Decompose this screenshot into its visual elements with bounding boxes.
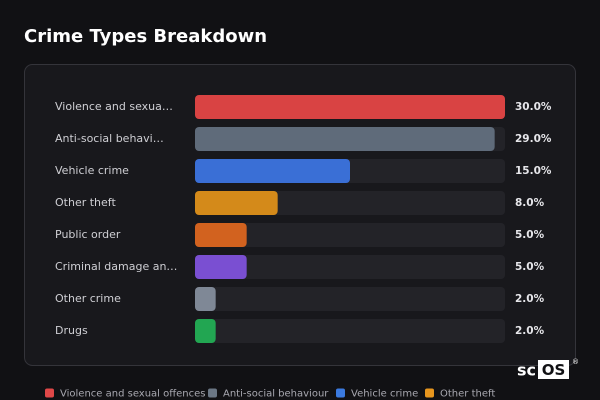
bar-track [195, 287, 505, 311]
value-label: 5.0% [515, 261, 545, 273]
legend-swatch [45, 388, 54, 398]
value-label: 2.0% [515, 325, 545, 337]
bar [195, 319, 216, 343]
logo-text: OS [542, 361, 566, 379]
bar [195, 95, 505, 119]
bar [195, 223, 247, 247]
bar-track [195, 255, 505, 279]
value-label: 30.0% [515, 101, 552, 113]
category-label: Anti-social behavi… [55, 132, 164, 145]
chart-title: Crime Types Breakdown [24, 26, 267, 47]
legend-swatch [208, 388, 217, 398]
logo-mark: ® [572, 358, 579, 366]
category-label: Vehicle crime [55, 164, 129, 177]
category-label: Other theft [55, 196, 116, 209]
logo-box [538, 360, 569, 379]
legend-label: Vehicle crime [351, 389, 418, 400]
value-label: 15.0% [515, 165, 552, 177]
category-label: Criminal damage an… [55, 260, 177, 273]
logo-text: sc [517, 361, 536, 380]
legend-swatch [425, 388, 434, 398]
legend-label: Anti-social behaviour [223, 389, 329, 400]
legend-label: Other theft [440, 389, 495, 400]
category-label: Violence and sexua… [55, 100, 173, 113]
value-label: 5.0% [515, 229, 545, 241]
logo: sc OS ® [517, 358, 579, 380]
category-label: Public order [55, 228, 121, 241]
bar [195, 127, 495, 151]
bar [195, 287, 216, 311]
bar-track [195, 319, 505, 343]
category-label: Other crime [55, 292, 121, 305]
bar [195, 191, 278, 215]
legend-label: Violence and sexual offences [60, 389, 206, 400]
value-label: 29.0% [515, 133, 552, 145]
value-label: 8.0% [515, 197, 545, 209]
bar [195, 255, 247, 279]
category-label: Drugs [55, 324, 88, 337]
bar [195, 159, 350, 183]
bar-track [195, 223, 505, 247]
legend-swatch [336, 388, 345, 398]
value-label: 2.0% [515, 293, 545, 305]
